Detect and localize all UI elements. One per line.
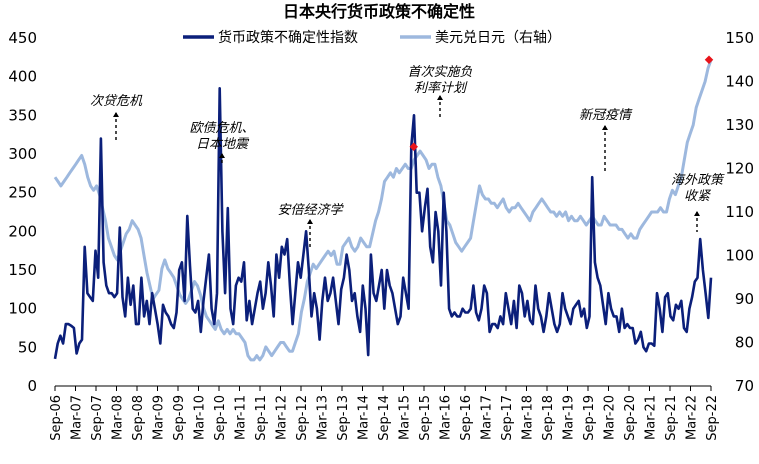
annotation-arrowhead [694,211,700,216]
x-tick-label: Mar-12 [275,395,290,440]
right-tick-label: 120 [725,160,754,178]
series-line-policy-uncertainty [53,87,713,360]
left-tick-label: 50 [18,338,37,356]
x-tick-label: Mar-18 [521,395,536,440]
left-tick-label: 150 [8,261,37,279]
annotation-label: 首次实施负 [407,64,472,80]
x-tick-label: Mar-15 [398,395,413,440]
right-tick-label: 70 [735,377,754,395]
x-tick-label: Mar-17 [480,395,495,440]
x-tick-label: Sep-10 [213,395,228,441]
x-tick-label: Sep-14 [377,395,392,441]
left-axis: 0 50 100 150 200 250 300 350 400 450 [8,29,37,395]
x-tick-label: Sep-16 [459,395,474,441]
right-tick-label: 90 [735,290,754,308]
x-tick-label: Sep-07 [90,395,105,441]
x-tick-label: Sep-13 [336,395,351,441]
legend-label-usdjpy: 美元兑日元（右轴） [435,30,561,46]
x-tick-label: Mar-14 [357,395,372,440]
x-tick-label: Mar-20 [603,395,618,440]
highlight-point [409,142,418,151]
x-tick-label: Mar-09 [152,395,167,440]
left-tick-label: 300 [8,145,37,163]
right-tick-label: 110 [725,203,754,221]
annotation-label: 安倍经济学 [277,202,344,218]
left-tick-label: 450 [8,29,37,47]
x-tick-label: Sep-15 [418,395,433,441]
x-tick-label: Sep-21 [664,395,679,441]
left-tick-label: 400 [8,68,37,86]
x-tick-label: Sep-20 [623,395,638,441]
x-axis: Sep-06 Mar-07 Sep-07 Mar-08 Sep-08 Mar-09 Sep-… [49,386,720,441]
x-tick-label: Mar-21 [644,395,659,440]
x-tick-label: Sep-06 [49,395,64,441]
annotation-arrowhead [437,95,443,100]
legend-label-policy: 货币政策不确定性指数 [218,29,358,46]
left-tick-label: 350 [8,106,37,124]
x-tick-label: Sep-09 [172,395,187,441]
annotation-label: 利率计划 [414,80,468,96]
x-tick-label: Sep-11 [254,395,269,441]
x-tick-label: Sep-08 [131,395,146,441]
right-tick-label: 100 [725,247,754,265]
x-tick-label: Mar-16 [439,395,454,440]
x-tick-label: Mar-07 [70,395,85,440]
x-tick-label: Mar-13 [316,395,331,440]
x-tick-label: Sep-12 [295,395,310,441]
left-tick-label: 100 [8,300,37,318]
x-tick-label: Mar-19 [562,395,577,440]
annotation-label: 收紧 [684,189,712,204]
left-tick-label: 200 [8,222,37,240]
x-tick-label: Mar-11 [234,395,249,440]
annotation-label: 欧债危机、 [189,121,254,136]
x-tick-label: Mar-10 [193,395,208,440]
annotation-label: 次贷危机 [90,94,143,109]
annotation-arrowhead [113,112,119,117]
right-tick-label: 130 [725,116,754,134]
annotation-label: 海外政策 [671,173,725,188]
x-tick-label: Sep-18 [541,395,556,441]
x-tick-label: Sep-22 [705,395,720,441]
series-line-usdjpy [53,59,713,362]
annotation-label: 新冠疫情 [579,108,633,123]
right-axis: 70 80 90 100 110 120 130 140 150 [725,29,754,395]
chart-title: 日本央行货币政策不确定性 [283,2,475,21]
annotation-arrowhead [602,125,608,130]
x-tick-label: Sep-17 [500,395,515,441]
annotation-arrowhead [307,219,313,224]
right-tick-label: 150 [725,29,754,47]
annotation-label: 日本地震 [196,137,250,152]
right-tick-label: 80 [735,334,754,352]
right-tick-label: 140 [725,73,754,91]
x-tick-label: Sep-19 [582,395,597,441]
left-tick-label: 250 [8,184,37,202]
legend: 货币政策不确定性指数 美元兑日元（右轴） [183,29,561,46]
x-tick-label: Mar-22 [685,395,700,440]
highlight-point [704,55,714,64]
annotation-arrowhead [219,153,225,158]
x-tick-label: Mar-08 [111,395,126,440]
left-tick-label: 0 [27,377,37,395]
